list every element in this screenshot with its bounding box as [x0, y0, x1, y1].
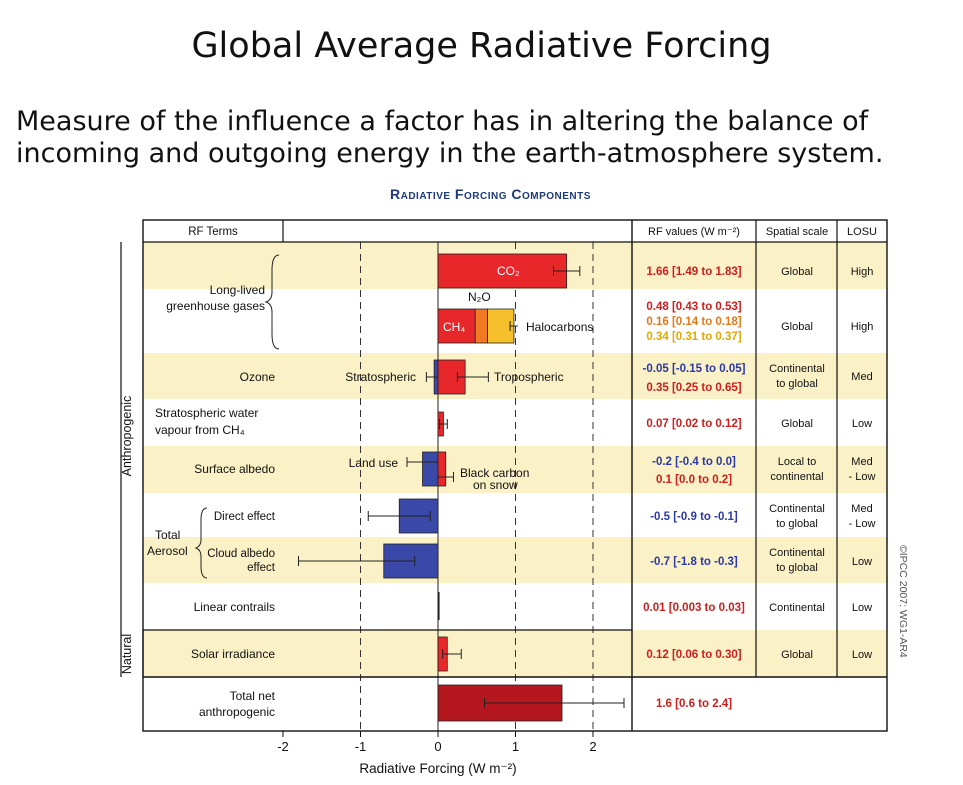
- aerosol-brace: [194, 507, 208, 579]
- page-title: Global Average Radiative Forcing: [191, 26, 772, 66]
- x-tick-label: 2: [589, 739, 596, 754]
- rf-value-cloud: -0.7 [-1.8 to -0.3]: [650, 556, 738, 568]
- rf-value-solar: 0.12 [0.06 to 0.30]: [646, 649, 741, 661]
- bar-label-black-carbon-2: on snow: [473, 478, 518, 492]
- x-tick-label: -2: [277, 739, 289, 754]
- rf-value-contrails: 0.01 [0.003 to 0.03]: [643, 602, 745, 614]
- rf-value-ozone-strat: -0.05 [-0.15 to 0.05]: [643, 363, 746, 375]
- bar-n2o: [474, 308, 489, 344]
- bar-label-land-use: Land use: [349, 456, 399, 470]
- losu-surface-2: - Low: [849, 471, 876, 483]
- x-axis-label: Radiative Forcing (W m⁻²): [359, 761, 516, 776]
- losu-surface-1: Med: [851, 456, 872, 468]
- losu-water: Low: [852, 418, 872, 430]
- scale-surface-2: continental: [770, 471, 823, 483]
- rf-value-n2o: 0.16 [0.14 to 0.18]: [646, 316, 741, 328]
- bar-black-carbon: [437, 451, 447, 487]
- bars-layer: [298, 253, 625, 722]
- losu-ghg: High: [851, 321, 874, 333]
- losu-ozone: Med: [851, 371, 872, 383]
- header-losu: LOSU: [847, 226, 877, 238]
- rf-value-direct: -0.5 [-0.9 to -0.1]: [650, 511, 738, 523]
- chart-title: Radiative Forcing Components: [390, 186, 591, 202]
- losu-direct-2: - Low: [849, 518, 876, 530]
- scale-ghg: Global: [781, 321, 813, 333]
- term-ozone: Ozone: [240, 370, 276, 384]
- term-ghg-line1: Long-lived: [210, 283, 265, 297]
- copyright-text: ©IPCC 2007: WG1-AR4: [897, 545, 909, 658]
- text-layer: -2 -1 0 1 2 Radiative Forcing (W m⁻²) RF Terms…: [120, 226, 909, 776]
- term-cloud-albedo-2: effect: [247, 562, 276, 574]
- group-label-anthropogenic: Anthropogenic: [120, 396, 134, 477]
- losu-co2: High: [851, 266, 874, 278]
- header-spatial-scale: Spatial scale: [766, 226, 828, 238]
- chart-frame: [120, 219, 888, 737]
- rf-value-halocarbons: 0.34 [0.31 to 0.37]: [646, 331, 741, 343]
- x-tick-label: -1: [355, 739, 367, 754]
- term-contrails: Linear contrails: [194, 600, 275, 614]
- term-surface-albedo: Surface albedo: [194, 462, 275, 476]
- term-water-line1: Stratospheric water: [155, 406, 258, 420]
- losu-cloud: Low: [852, 556, 872, 568]
- scale-direct-2: to global: [776, 518, 818, 530]
- group-label-natural: Natural: [120, 634, 134, 674]
- rf-value-water: 0.07 [0.02 to 0.12]: [646, 418, 741, 430]
- term-aerosol: Aerosol: [147, 544, 188, 558]
- bar-label-black-carbon-1: Black carbon: [460, 466, 529, 480]
- bar-label-ch4: CH₄: [443, 320, 465, 334]
- bar-label-co2: CO₂: [497, 264, 520, 278]
- term-total-net-1: Total net: [230, 689, 276, 703]
- subtitle-line-1: Measure of the influence a factor has in…: [16, 106, 869, 137]
- scale-solar: Global: [781, 649, 813, 661]
- bar-label-halocarbons: Halocarbons: [526, 320, 593, 334]
- bar-land-use: [422, 451, 439, 487]
- bar-label-stratospheric: Stratospheric: [345, 370, 416, 384]
- x-tick-label: 0: [434, 739, 441, 754]
- subtitle-line-2: incoming and outgoing energy in the eart…: [16, 138, 884, 169]
- rf-value-ch4: 0.48 [0.43 to 0.53]: [646, 301, 741, 313]
- header-rf-terms: RF Terms: [188, 226, 238, 238]
- scale-cloud-2: to global: [776, 562, 818, 574]
- rf-value-landuse: -0.2 [-0.4 to 0.0]: [652, 456, 736, 468]
- bar-label-tropospheric: Tropospheric: [494, 370, 564, 384]
- rf-value-total-net: 1.6 [0.6 to 2.4]: [656, 698, 732, 710]
- header-rf-values: RF values (W m⁻²): [648, 226, 740, 238]
- scale-ozone-2: to global: [776, 378, 818, 390]
- term-solar: Solar irradiance: [191, 647, 275, 661]
- scale-co2: Global: [781, 266, 813, 278]
- bar-co2: [437, 253, 568, 289]
- bar-ch4: [437, 308, 476, 344]
- rf-value-co2: 1.66 [1.49 to 1.83]: [646, 266, 741, 278]
- rf-value-ozone-trop: 0.35 [0.25 to 0.65]: [646, 382, 741, 394]
- scale-contrails: Continental: [769, 602, 825, 614]
- scale-direct-1: Continental: [769, 503, 825, 515]
- scale-cloud-1: Continental: [769, 547, 825, 559]
- page-subtitle: Measure of the influence a factor has in…: [16, 106, 956, 170]
- ghg-brace: [264, 254, 280, 350]
- scale-ozone: Continental: [769, 363, 825, 375]
- scale-water: Global: [781, 418, 813, 430]
- losu-contrails: Low: [852, 602, 872, 614]
- term-total-net-2: anthropogenic: [199, 705, 275, 719]
- bar-label-n2o: N₂O: [468, 290, 491, 304]
- rf-value-blackcarbon: 0.1 [0.0 to 0.2]: [656, 474, 732, 486]
- x-tick-label: 1: [512, 739, 519, 754]
- term-total: Total: [155, 528, 180, 542]
- losu-direct-1: Med: [851, 503, 872, 515]
- term-cloud-albedo-1: Cloud albedo: [207, 548, 275, 560]
- scale-surface-1: Local to: [778, 456, 817, 468]
- losu-solar: Low: [852, 649, 872, 661]
- term-ghg-line2: greenhouse gases: [166, 299, 265, 313]
- term-direct-effect: Direct effect: [214, 511, 276, 523]
- term-water-line2: vapour from CH₄: [155, 423, 245, 437]
